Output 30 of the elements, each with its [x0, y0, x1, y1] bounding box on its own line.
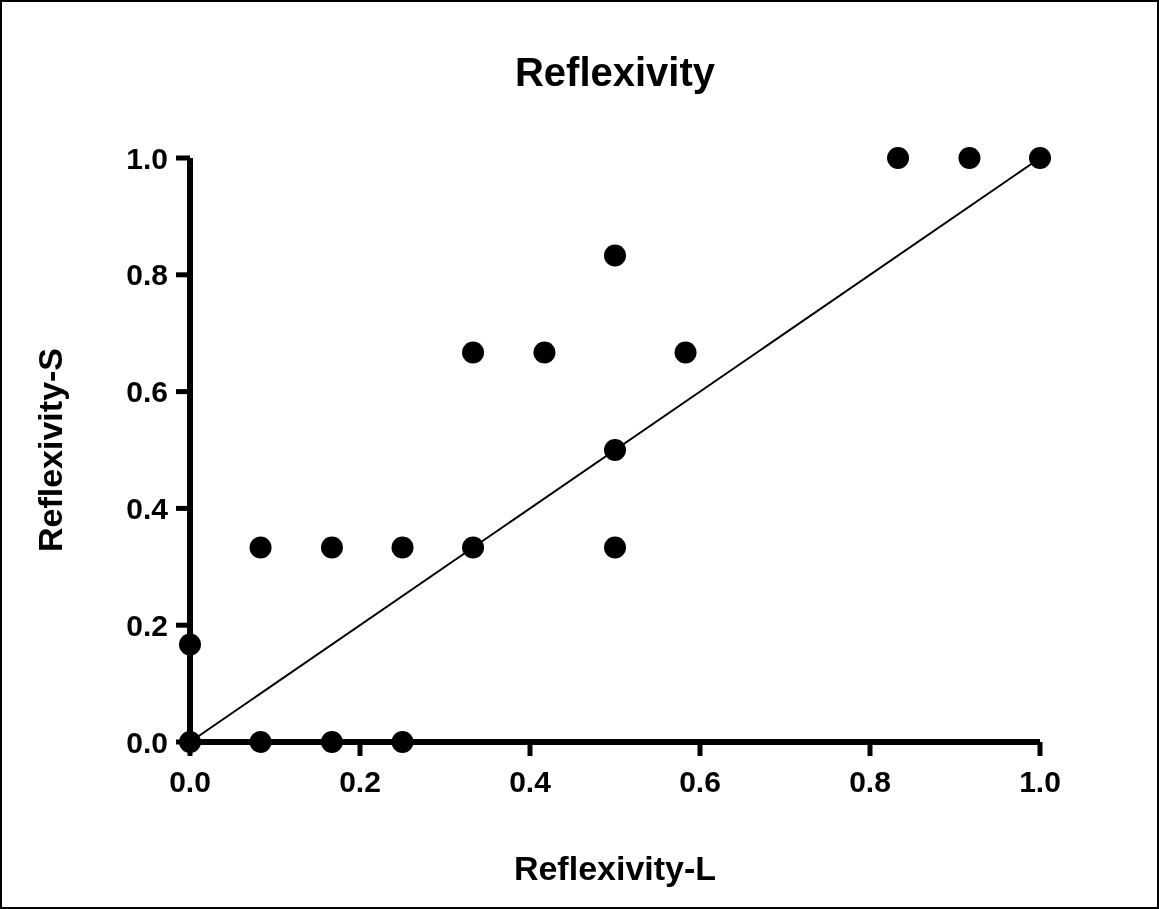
x-tick-label: 0.4 [509, 765, 552, 798]
x-tick-label: 0.0 [169, 765, 211, 798]
point [249, 536, 272, 559]
point [958, 147, 981, 169]
point [391, 536, 414, 559]
chart-title: Reflexivity [514, 50, 716, 94]
x-axis-title: Reflexivity-L [513, 849, 717, 887]
point [887, 147, 910, 169]
point [674, 341, 697, 364]
point [249, 731, 272, 753]
point [604, 244, 626, 267]
y-tick-label: 0.8 [126, 258, 168, 292]
point [391, 731, 414, 753]
point [320, 731, 343, 753]
y-tick-label: 1.0 [126, 141, 168, 175]
x-tick-label: 0.8 [849, 765, 891, 798]
point [320, 536, 343, 559]
y-tick-label: 0.6 [126, 375, 168, 409]
y-tick-label: 0.2 [126, 608, 168, 642]
y-axis-title: Reflexivity-S [31, 347, 69, 553]
point [462, 341, 485, 364]
x-tick-label: 0.6 [679, 765, 721, 798]
point [1029, 147, 1051, 169]
x-tick-label: 0.2 [339, 765, 381, 798]
y-tick-label: 0.0 [126, 725, 168, 759]
point [533, 341, 556, 364]
y-tick-label: 0.4 [126, 491, 169, 525]
point [179, 633, 201, 656]
x-tick-label: 1.0 [1019, 765, 1061, 798]
point [604, 536, 626, 559]
